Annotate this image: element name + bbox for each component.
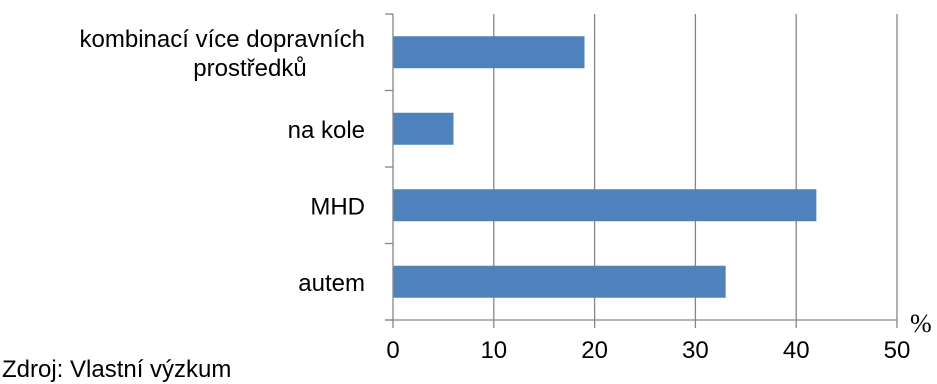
category-labels: autem MHD na kole kombinací více dopravních… <box>80 26 365 297</box>
tick-labels: 0 10 20 30 40 50 <box>386 337 910 364</box>
bar-3 <box>393 36 585 69</box>
category-label-0: autem <box>298 270 365 297</box>
x-unit-label: % <box>910 309 932 338</box>
x-tick-label-20: 20 <box>581 337 608 364</box>
axes <box>385 13 898 328</box>
category-label-2: na kole <box>288 117 365 144</box>
x-tick-label-50: 50 <box>884 337 911 364</box>
category-label-3: kombinací více dopravních prostředků <box>80 26 365 82</box>
x-tick-label-40: 40 <box>783 337 810 364</box>
x-tick-label-0: 0 <box>386 337 399 364</box>
bar-chart: autem MHD na kole kombinací více dopravních… <box>80 13 932 364</box>
bar-1 <box>393 189 817 222</box>
bars <box>393 36 817 298</box>
category-label-1: MHD <box>310 193 365 220</box>
x-tick-label-30: 30 <box>682 337 709 364</box>
x-tick-label-10: 10 <box>480 337 507 364</box>
bar-0 <box>393 265 726 298</box>
source-note: Zdroj: Vlastní výzkum <box>2 356 232 383</box>
bar-2 <box>393 112 454 145</box>
